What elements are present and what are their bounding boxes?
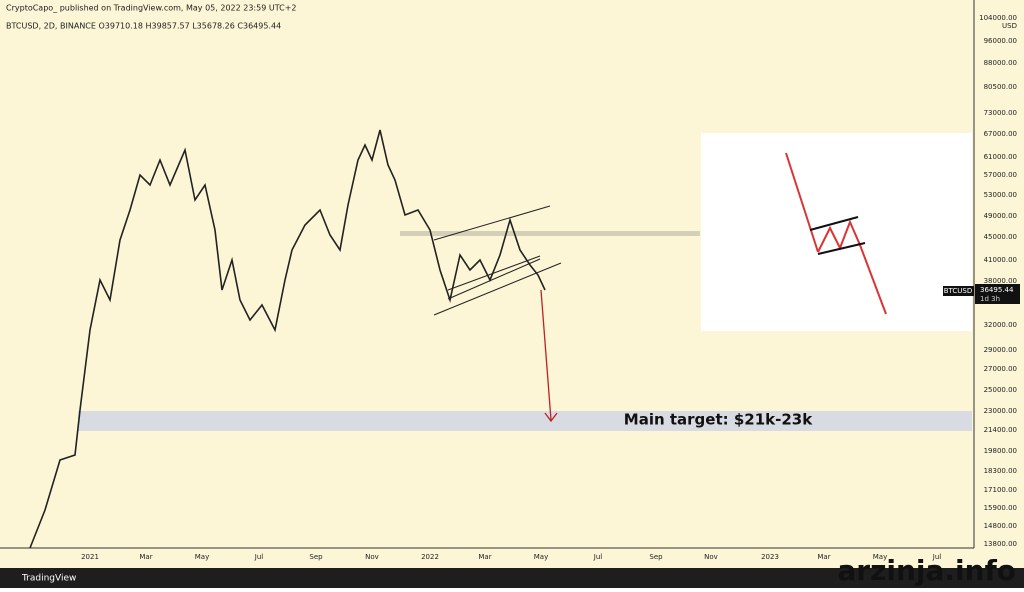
- channel-line: [447, 255, 541, 291]
- time-label: Jul: [593, 553, 603, 561]
- symbol-tag-text: BTCUSD: [944, 287, 973, 295]
- footer-bar: [0, 568, 1024, 588]
- channel-line: [433, 205, 551, 241]
- countdown: 1d 3h: [980, 295, 1000, 303]
- time-label: May: [195, 553, 209, 561]
- price-label: 15900.00: [984, 504, 1017, 512]
- price-unit: USD: [1002, 22, 1017, 30]
- resistance-band: [400, 231, 700, 236]
- price-label: 32000.00: [984, 321, 1017, 329]
- price-label: 80500.00: [984, 83, 1017, 91]
- flag-line: [817, 242, 866, 255]
- annotation: Main target: $21k-23k: [624, 411, 813, 429]
- price-label: 61000.00: [984, 153, 1017, 161]
- price-tag-text: 36495.44: [980, 286, 1014, 294]
- time-label: Mar: [478, 553, 491, 561]
- price-label: 57000.00: [984, 171, 1017, 179]
- time-label: 2023: [761, 553, 779, 561]
- time-label: May: [873, 553, 887, 561]
- price-label: 23000.00: [984, 407, 1017, 415]
- time-label: 2021: [81, 553, 99, 561]
- price-label: 29000.00: [984, 346, 1017, 354]
- target-arrow: [540, 289, 552, 421]
- price-label: 53000.00: [984, 191, 1017, 199]
- time-label: Jul: [932, 553, 942, 561]
- time-label: Mar: [139, 553, 152, 561]
- price-label: 67000.00: [984, 130, 1017, 138]
- watermark: arzinja.info: [837, 554, 1016, 587]
- price-label: 38000.00: [984, 277, 1017, 285]
- time-label: Sep: [649, 553, 663, 561]
- price-label: 41000.00: [984, 256, 1017, 264]
- brand: TradingView: [21, 574, 76, 584]
- price-label: 27000.00: [984, 365, 1017, 373]
- publisher: CryptoCapo_ published on TradingView.com…: [6, 4, 297, 13]
- price-label: 18300.00: [984, 467, 1017, 475]
- time-label: Sep: [309, 553, 323, 561]
- flag-pole: [785, 152, 819, 253]
- time-label: Nov: [704, 553, 718, 561]
- flag-line: [809, 216, 859, 231]
- price-tag: [975, 284, 1020, 304]
- price-label: 21400.00: [984, 426, 1017, 434]
- price-label: 19800.00: [984, 447, 1017, 455]
- arrow-head: [544, 412, 558, 423]
- time-label: Nov: [365, 553, 379, 561]
- flag-zigzag: [817, 219, 887, 315]
- time-label: May: [534, 553, 548, 561]
- price-label: 25000.00: [984, 386, 1017, 394]
- symbol-tag: [943, 286, 974, 296]
- price-label: 13800.00: [984, 540, 1017, 548]
- symbol-line: BTCUSD, 2D, BINANCE O39710.18 H39857.57 …: [6, 22, 281, 31]
- channel-line: [433, 262, 562, 316]
- flag-inset: [701, 133, 972, 331]
- time-label: Jul: [254, 553, 264, 561]
- price-label: 14800.00: [984, 522, 1017, 530]
- channel-line: [447, 258, 541, 300]
- price-label: 96000.00: [984, 37, 1017, 45]
- time-label: Mar: [817, 553, 830, 561]
- price-label: 104000.00: [979, 14, 1017, 22]
- target-zone: [78, 411, 972, 431]
- price-label: 17100.00: [984, 486, 1017, 494]
- price-label: 88000.00: [984, 59, 1017, 67]
- price-label: 45000.00: [984, 233, 1017, 241]
- price-label: 73000.00: [984, 109, 1017, 117]
- price-path: [29, 129, 546, 549]
- price-label: 49000.00: [984, 212, 1017, 220]
- time-label: 2022: [421, 553, 439, 561]
